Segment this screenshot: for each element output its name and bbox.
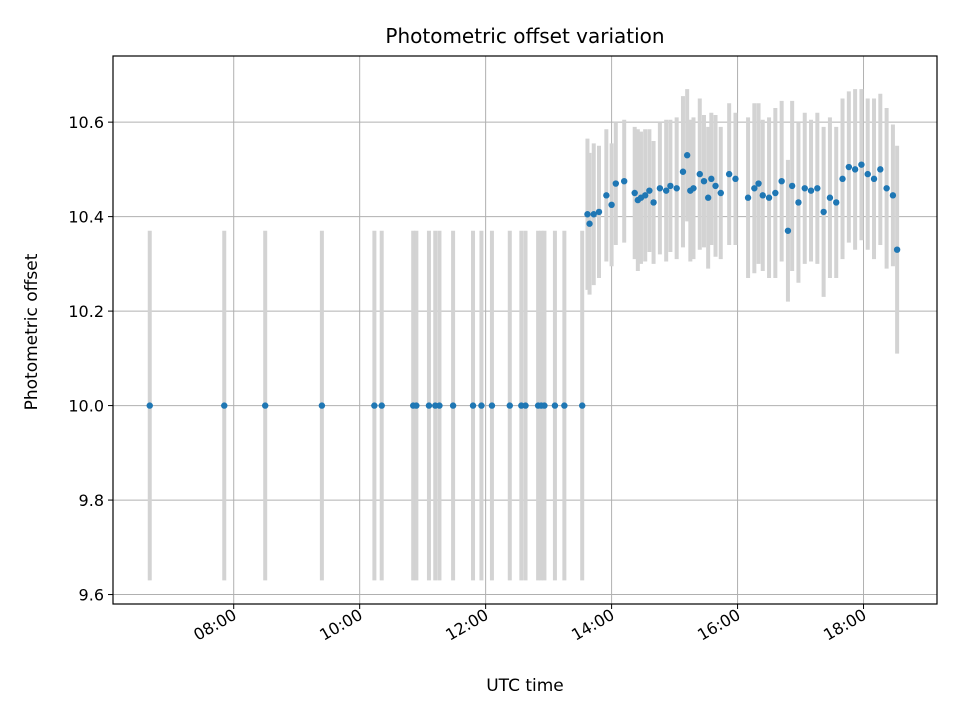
errorbars	[147, 89, 900, 581]
data-point	[586, 220, 593, 227]
x-tick-label: 14:00	[568, 605, 617, 645]
y-tick-label: 9.8	[79, 491, 104, 510]
data-point	[620, 177, 628, 185]
data-point	[851, 166, 859, 173]
data-point	[436, 402, 443, 409]
data-point	[751, 185, 758, 192]
data-point	[318, 402, 326, 409]
data-point	[469, 402, 477, 409]
data-point	[603, 192, 610, 199]
data-point	[608, 201, 615, 209]
data-point	[784, 227, 792, 234]
data-point	[522, 402, 529, 409]
data-point	[650, 199, 657, 206]
data-point	[478, 402, 485, 409]
data-point	[889, 192, 897, 199]
data-point	[839, 175, 846, 183]
data-point	[870, 175, 878, 183]
data-point	[883, 185, 890, 192]
data-point	[744, 194, 752, 201]
data-point	[561, 402, 568, 409]
data-point	[378, 402, 385, 409]
data-point	[506, 402, 513, 409]
data-point	[679, 168, 687, 175]
y-axis-label: Photometric offset	[22, 253, 42, 410]
data-point	[662, 187, 670, 194]
data-point	[683, 152, 691, 159]
data-point	[820, 208, 827, 216]
data-point	[584, 211, 591, 218]
y-tick-label: 9.6	[79, 586, 104, 605]
data-point	[641, 192, 649, 199]
data-point	[858, 161, 865, 168]
data-point	[646, 187, 653, 194]
data-point	[704, 194, 712, 201]
data-point	[732, 175, 739, 183]
data-point	[845, 163, 853, 171]
x-axis-ticks: 08:00 10:00 12:00 14:00 16:00 18:00	[190, 604, 870, 645]
x-tick-label: 16:00	[694, 605, 743, 645]
plot-frame	[112, 55, 938, 605]
data-point	[262, 402, 269, 409]
data-point	[631, 189, 638, 197]
data-point	[772, 189, 779, 197]
data-point	[801, 185, 808, 192]
y-tick-label: 10.6	[68, 113, 104, 132]
x-tick-label: 12:00	[442, 605, 491, 645]
data-point	[759, 192, 766, 199]
data-point	[717, 189, 724, 197]
data-point	[893, 246, 901, 253]
data-point	[667, 182, 674, 190]
y-tick-label: 10.2	[68, 302, 104, 321]
data-point	[864, 170, 871, 178]
x-axis-label: UTC time	[486, 676, 564, 696]
data-point	[877, 166, 884, 173]
data-point	[708, 175, 715, 183]
data-point	[690, 185, 697, 192]
data-point	[612, 180, 619, 187]
data-point	[826, 194, 834, 201]
data-point	[712, 182, 719, 190]
x-tick-label: 10:00	[316, 605, 365, 645]
chart-title: Photometric offset variation	[385, 24, 664, 48]
data-point	[541, 402, 548, 409]
data-point	[673, 185, 680, 192]
x-tick-label: 18:00	[820, 605, 869, 645]
data-point	[696, 170, 703, 178]
data-point	[656, 185, 664, 192]
x-tick-label: 08:00	[190, 605, 239, 645]
data-point	[551, 402, 559, 409]
data-point	[371, 402, 378, 409]
data-point	[488, 402, 496, 409]
data-point	[778, 177, 785, 185]
data-point	[833, 199, 840, 206]
data-point	[595, 208, 603, 216]
data-point	[788, 182, 796, 190]
y-axis-ticks: 9.6 9.8 10.0 10.2 10.4 10.6	[68, 113, 113, 605]
y-tick-label: 10.0	[68, 397, 104, 416]
y-tick-label: 10.4	[68, 208, 104, 227]
data-point	[700, 177, 708, 185]
data-points	[146, 152, 901, 409]
data-point	[814, 185, 821, 192]
data-point	[725, 170, 733, 178]
data-point	[579, 402, 586, 409]
data-point	[795, 199, 802, 206]
data-point	[146, 402, 153, 409]
data-point	[449, 402, 457, 409]
data-point	[221, 402, 228, 409]
data-point	[755, 180, 762, 187]
data-point	[807, 187, 815, 194]
data-point	[413, 402, 420, 409]
data-point	[425, 402, 433, 409]
data-point	[590, 211, 597, 218]
data-point	[765, 194, 773, 201]
